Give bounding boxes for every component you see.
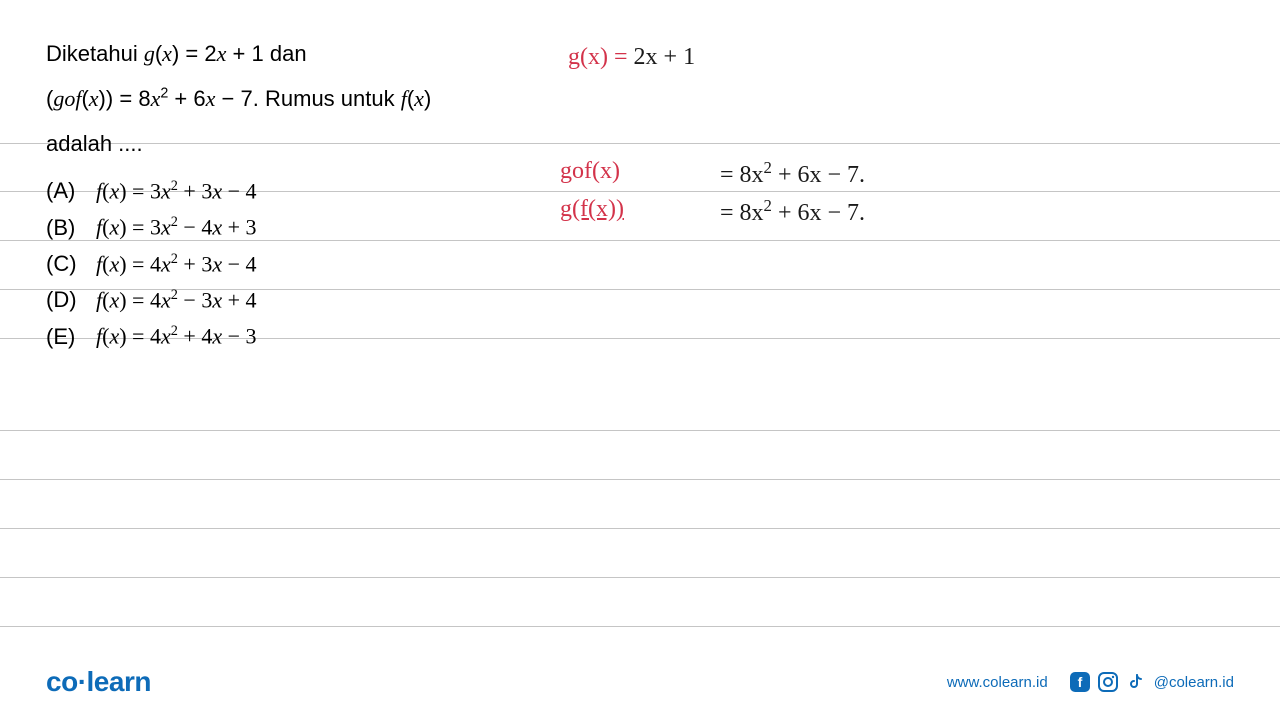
handwriting-line-2-right: = 8x2 + 6x − 7. [720,158,865,189]
option-d-formula: f(x) = 4x2 − 3x + 4 [96,287,257,313]
question-suffix-1: dan [264,41,307,66]
question-mid: . Rumus untuk [253,86,401,111]
handwriting-line-1: g(x) = 2x + 1 [568,44,695,71]
footer: co·learn www.colearn.id f @colearn.id [0,662,1280,702]
instagram-icon[interactable] [1098,672,1118,692]
option-a-formula: f(x) = 3x2 + 3x − 4 [96,178,257,204]
question-line-2: (gof(x)) = 8x2 + 6x − 7. Rumus untuk f(x… [46,81,506,116]
social-icons: f @colearn.id [1070,672,1234,692]
option-e[interactable]: (E) f(x) = 4x2 + 4x − 3 [46,323,257,349]
option-e-formula: f(x) = 4x2 + 4x − 3 [96,323,257,349]
option-c-label: (C) [46,251,96,277]
logo-part-1: co [46,666,78,697]
logo-part-2: learn [87,666,151,697]
hw1-left: g(x) = [568,44,634,70]
question-text: Diketahui g(x) = 2x + 1 dan (gof(x)) = 8… [46,36,506,168]
option-a-label: (A) [46,178,96,204]
footer-right: www.colearn.id f @colearn.id [947,672,1234,692]
ruled-line [0,430,1280,431]
option-a[interactable]: (A) f(x) = 3x2 + 3x − 4 [46,178,257,204]
option-b-formula: f(x) = 3x2 − 4x + 3 [96,214,257,240]
ruled-line [0,479,1280,480]
content-area: Diketahui g(x) = 2x + 1 dan (gof(x)) = 8… [0,0,1280,660]
ruled-line [0,626,1280,627]
option-c[interactable]: (C) f(x) = 4x2 + 3x − 4 [46,251,257,277]
formula-g: g [144,41,155,66]
option-d-label: (D) [46,287,96,313]
tiktok-icon[interactable] [1126,672,1146,692]
svg-text:f: f [1077,674,1082,690]
answer-options: (A) f(x) = 3x2 + 3x − 4 (B) f(x) = 3x2 −… [46,178,257,360]
question-line-3: adalah .... [46,126,506,161]
option-b-label: (B) [46,215,96,241]
website-link[interactable]: www.colearn.id [947,674,1048,691]
option-c-formula: f(x) = 4x2 + 3x − 4 [96,251,257,277]
handwriting-line-2-left: gof(x) [560,158,620,185]
option-b[interactable]: (B) f(x) = 3x2 − 4x + 3 [46,214,257,240]
logo: co·learn [46,666,151,698]
handwriting-line-3-right: = 8x2 + 6x − 7. [720,196,865,227]
question-line-1: Diketahui g(x) = 2x + 1 dan [46,36,506,71]
facebook-icon[interactable]: f [1070,672,1090,692]
question-prefix: Diketahui [46,41,144,66]
option-e-label: (E) [46,324,96,350]
ruled-line [0,528,1280,529]
handwriting-line-3-left: g(f(x)) [560,196,624,223]
social-handle[interactable]: @colearn.id [1154,674,1234,691]
hw1-right: 2x + 1 [634,44,696,70]
ruled-line [0,577,1280,578]
option-d[interactable]: (D) f(x) = 4x2 − 3x + 4 [46,287,257,313]
